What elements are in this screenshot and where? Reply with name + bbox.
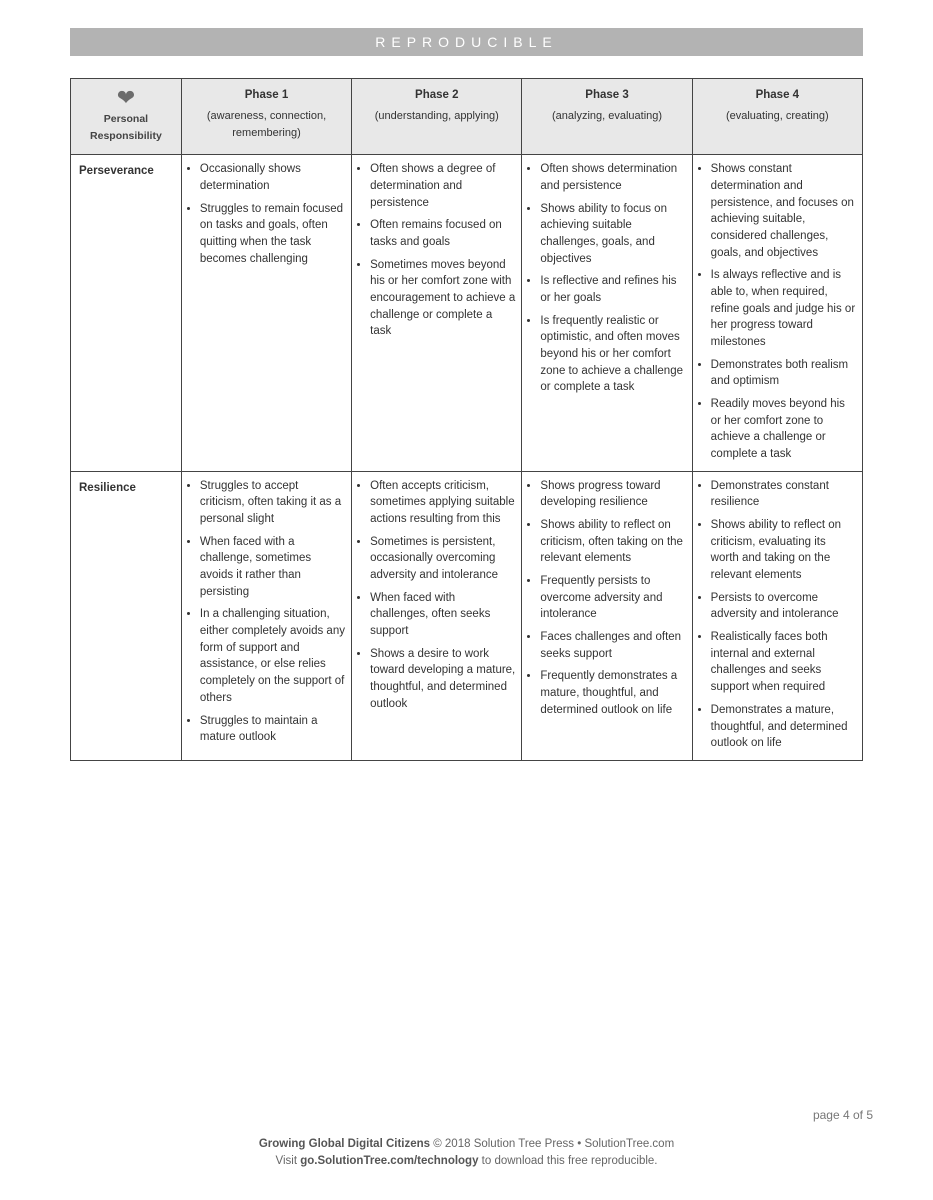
footer-rest: © 2018 Solution Tree Press • SolutionTre…: [430, 1138, 674, 1150]
rubric-cell: Often accepts criticism, sometimes apply…: [352, 471, 522, 760]
bullet-list: Demonstrates constant resilience Shows ab…: [697, 478, 856, 752]
list-item: When faced with challenges, often seeks …: [370, 590, 515, 640]
list-item: Shows progress toward developing resilie…: [540, 478, 685, 511]
rubric-cell: Struggles to accept criticism, often tak…: [181, 471, 351, 760]
phase-subtitle: (understanding, applying): [375, 110, 499, 122]
list-item: Shows ability to focus on achieving suit…: [540, 201, 685, 268]
list-item: Is reflective and refines his or her goa…: [540, 273, 685, 306]
list-item: Occasionally shows determination: [200, 161, 345, 194]
phase-subtitle: (analyzing, evaluating): [552, 110, 662, 122]
footer-text: Growing Global Digital Citizens © 2018 S…: [70, 1136, 863, 1171]
phase-subtitle: (awareness, connection, remembering): [207, 110, 326, 139]
table-row: PerseveranceOccasionally shows determina…: [71, 155, 863, 471]
bullet-list: Often shows determination and persistenc…: [526, 161, 685, 396]
list-item: Often remains focused on tasks and goals: [370, 217, 515, 250]
list-item: Demonstrates both realism and optimism: [711, 357, 856, 390]
list-item: Often shows determination and persistenc…: [540, 161, 685, 194]
corner-label-line1: Personal: [104, 113, 148, 125]
phase-3-header: Phase 3 (analyzing, evaluating): [522, 79, 692, 155]
list-item: Struggles to accept criticism, often tak…: [200, 478, 345, 528]
list-item: Sometimes is persistent, occasionally ov…: [370, 534, 515, 584]
list-item: Shows constant determination and persist…: [711, 161, 856, 261]
corner-label: Personal Responsibility: [90, 113, 162, 142]
phase-2-header: Phase 2 (understanding, applying): [352, 79, 522, 155]
rubric-cell: Shows progress toward developing resilie…: [522, 471, 692, 760]
page-number: page 4 of 5: [70, 1108, 873, 1122]
phase-subtitle: (evaluating, creating): [726, 110, 829, 122]
list-item: Sometimes moves beyond his or her comfor…: [370, 257, 515, 340]
bullet-list: Often accepts criticism, sometimes apply…: [356, 478, 515, 713]
list-item: Persists to overcome adversity and intol…: [711, 590, 856, 623]
rubric-cell: Occasionally shows determination Struggle…: [181, 155, 351, 471]
bullet-list: Struggles to accept criticism, often tak…: [186, 478, 345, 746]
list-item: Shows ability to reflect on criticism, e…: [711, 517, 856, 584]
footer-link: go.SolutionTree.com/technology: [300, 1155, 478, 1167]
footer-title: Growing Global Digital Citizens: [259, 1138, 430, 1150]
corner-cell: ❤ Personal Responsibility: [71, 79, 182, 155]
list-item: Readily moves beyond his or her comfort …: [711, 396, 856, 463]
heart-icon: ❤: [77, 87, 175, 109]
list-item: Frequently persists to overcome adversit…: [540, 573, 685, 623]
phase-title: Phase 2: [358, 87, 515, 104]
list-item: Realistically faces both internal and ex…: [711, 629, 856, 696]
phase-title: Phase 1: [188, 87, 345, 104]
list-item: Is frequently realistic or optimistic, a…: [540, 313, 685, 396]
footer-area: page 4 of 5 Growing Global Digital Citiz…: [70, 1048, 863, 1171]
list-item: Frequently demonstrates a mature, though…: [540, 668, 685, 718]
list-item: Struggles to maintain a mature outlook: [200, 713, 345, 746]
table-header-row: ❤ Personal Responsibility Phase 1 (aware…: [71, 79, 863, 155]
rubric-cell: Often shows determination and persistenc…: [522, 155, 692, 471]
rubric-table: ❤ Personal Responsibility Phase 1 (aware…: [70, 78, 863, 761]
phase-title: Phase 3: [528, 87, 685, 104]
list-item: Demonstrates constant resilience: [711, 478, 856, 511]
list-item: When faced with a challenge, sometimes a…: [200, 534, 345, 601]
table-row: Resilience Struggles to accept criticism,…: [71, 471, 863, 760]
rubric-cell: Demonstrates constant resilience Shows ab…: [692, 471, 862, 760]
bullet-list: Occasionally shows determination Struggle…: [186, 161, 345, 267]
list-item: Is always reflective and is able to, whe…: [711, 267, 856, 350]
bullet-list: Shows constant determination and persist…: [697, 161, 856, 462]
list-item: Often shows a degree of determination an…: [370, 161, 515, 211]
row-label: Resilience: [71, 471, 182, 760]
list-item: Struggles to remain focused on tasks and…: [200, 201, 345, 268]
row-label: Perseverance: [71, 155, 182, 471]
list-item: Shows a desire to work toward developing…: [370, 646, 515, 713]
page-banner: REPRODUCIBLE: [70, 28, 863, 56]
bullet-list: Shows progress toward developing resilie…: [526, 478, 685, 719]
phase-1-header: Phase 1 (awareness, connection, remember…: [181, 79, 351, 155]
phase-title: Phase 4: [699, 87, 856, 104]
list-item: In a challenging situation, either compl…: [200, 606, 345, 706]
document-page: REPRODUCIBLE ❤ Personal Responsibility P…: [0, 0, 933, 1200]
list-item: Demonstrates a mature, thoughtful, and d…: [711, 702, 856, 752]
bullet-list: Often shows a degree of determination an…: [356, 161, 515, 340]
corner-label-line2: Responsibility: [90, 130, 162, 142]
list-item: Shows ability to reflect on criticism, o…: [540, 517, 685, 567]
rubric-cell: Shows constant determination and persist…: [692, 155, 862, 471]
footer-line2a: Visit: [276, 1155, 301, 1167]
rubric-cell: Often shows a degree of determination an…: [352, 155, 522, 471]
phase-4-header: Phase 4 (evaluating, creating): [692, 79, 862, 155]
footer-line2b: to download this free reproducible.: [478, 1155, 657, 1167]
list-item: Often accepts criticism, sometimes apply…: [370, 478, 515, 528]
list-item: Faces challenges and often seeks support: [540, 629, 685, 662]
